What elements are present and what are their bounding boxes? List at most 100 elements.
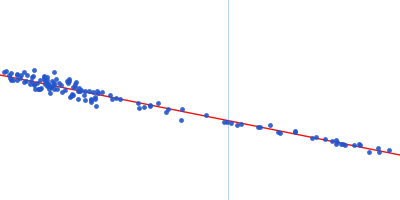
Point [136, 107, 142, 110]
Point [64, 79, 70, 83]
Point [74, 98, 81, 101]
Point [51, 88, 57, 91]
Point [65, 81, 72, 85]
Point [30, 69, 37, 72]
Point [18, 73, 24, 76]
Point [117, 98, 124, 101]
Point [70, 93, 77, 96]
Point [81, 93, 88, 97]
Point [86, 89, 92, 93]
Point [66, 78, 72, 81]
Point [257, 125, 264, 129]
Point [90, 91, 96, 94]
Point [356, 142, 362, 145]
Point [292, 130, 298, 133]
Point [88, 100, 94, 104]
Point [49, 85, 55, 88]
Point [17, 76, 23, 79]
Point [234, 123, 240, 126]
Point [292, 130, 298, 134]
Point [78, 88, 84, 92]
Point [44, 84, 51, 87]
Point [43, 80, 49, 83]
Point [340, 142, 346, 145]
Point [94, 89, 100, 92]
Point [51, 81, 58, 85]
Point [178, 118, 184, 121]
Point [147, 105, 153, 108]
Point [342, 143, 348, 146]
Point [41, 83, 48, 86]
Point [277, 132, 283, 135]
Point [45, 84, 52, 87]
Point [47, 91, 53, 94]
Point [155, 102, 162, 105]
Point [46, 85, 52, 88]
Point [62, 89, 68, 92]
Point [1, 71, 7, 74]
Point [23, 73, 30, 76]
Point [76, 87, 82, 90]
Point [49, 79, 55, 83]
Point [26, 82, 33, 85]
Point [92, 97, 98, 100]
Point [72, 85, 78, 88]
Point [10, 79, 16, 82]
Point [14, 78, 20, 82]
Point [140, 105, 147, 109]
Point [77, 89, 84, 92]
Point [375, 147, 381, 150]
Point [36, 79, 43, 82]
Point [376, 150, 382, 153]
Point [30, 83, 37, 87]
Point [51, 71, 58, 74]
Point [27, 79, 34, 83]
Point [32, 87, 38, 90]
Point [70, 85, 76, 88]
Point [228, 121, 234, 124]
Point [221, 120, 228, 123]
Point [58, 90, 65, 94]
Point [322, 137, 328, 140]
Point [92, 96, 98, 99]
Point [41, 76, 47, 79]
Point [254, 126, 261, 129]
Point [179, 108, 185, 111]
Point [66, 79, 72, 83]
Point [76, 89, 82, 93]
Point [48, 86, 54, 89]
Point [14, 72, 20, 75]
Point [45, 82, 51, 86]
Point [68, 95, 74, 98]
Point [224, 121, 230, 124]
Point [44, 75, 51, 78]
Point [165, 107, 172, 110]
Point [28, 75, 35, 78]
Point [36, 88, 43, 91]
Point [107, 94, 113, 97]
Point [333, 139, 339, 142]
Point [46, 88, 52, 91]
Point [95, 92, 101, 95]
Point [8, 72, 14, 75]
Point [48, 86, 54, 89]
Point [147, 103, 153, 106]
Point [42, 80, 48, 83]
Point [366, 150, 372, 153]
Point [6, 74, 12, 77]
Point [3, 70, 10, 73]
Point [88, 98, 94, 101]
Point [202, 114, 209, 117]
Point [82, 99, 88, 102]
Point [69, 93, 75, 96]
Point [23, 80, 29, 83]
Point [52, 78, 59, 81]
Point [34, 82, 40, 85]
Point [66, 95, 73, 99]
Point [58, 83, 64, 86]
Point [31, 82, 37, 85]
Point [41, 74, 47, 77]
Point [30, 75, 36, 78]
Point [20, 80, 27, 83]
Point [75, 90, 82, 93]
